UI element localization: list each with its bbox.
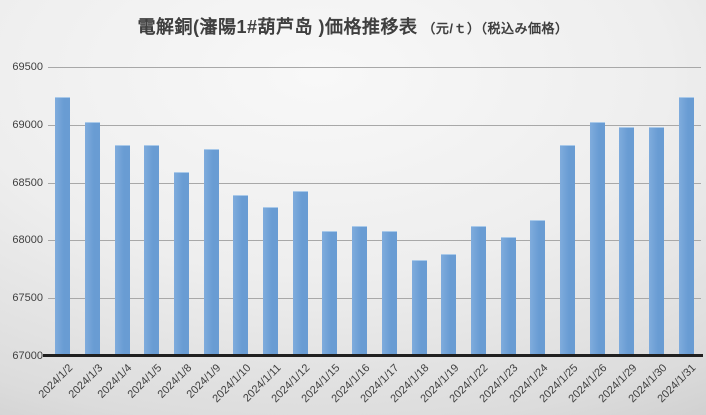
bar [85,121,101,356]
x-tick-label: 2024/1/5 [125,362,165,401]
x-tick-label: 2024/1/12 [269,362,313,406]
bar [411,260,427,356]
x-tick-label: 2024/1/24 [507,362,551,406]
bar [114,144,130,356]
x-axis-line [43,354,703,357]
x-tick-label: 2024/1/18 [388,362,432,406]
x-tick-label: 2024/1/17 [358,362,402,406]
x-tick-label: 2024/1/23 [477,362,521,406]
gridline [48,182,701,184]
bar [619,127,635,356]
bar [55,97,71,356]
y-tick-label: 67000 [12,350,43,362]
x-tick-label: 2024/1/16 [329,362,373,406]
bar [678,97,694,356]
bar [441,254,457,356]
bar [144,144,160,356]
x-tick-label: 2024/1/31 [655,362,699,406]
bar [263,207,279,356]
y-tick-label: 69000 [12,118,43,131]
x-tick-label: 2024/1/26 [566,362,610,406]
bar [559,144,575,356]
y-tick-label: 68500 [12,176,43,189]
chart-title-suffix: （元/ｔ）（税込み価格） [422,21,569,36]
bar [530,219,546,356]
gridline [48,67,701,68]
bar [203,149,219,356]
x-tick-label: 2024/1/4 [95,362,135,401]
bar [470,225,486,356]
bar [500,237,516,356]
bar [174,172,190,356]
x-tick-label: 2024/1/9 [184,362,224,401]
bar [352,225,368,356]
y-tick-label: 68000 [12,234,43,247]
x-tick-label: 2024/1/30 [625,362,669,406]
x-tick-label: 2024/1/25 [536,362,580,406]
chart-title: 電解銅(瀋陽1#葫芦岛 )価格推移表 （元/ｔ）（税込み価格） [0,13,706,39]
x-tick-label: 2024/1/11 [240,362,284,405]
y-tick-label: 67500 [12,292,43,305]
bar [381,231,397,356]
gridline [48,240,701,242]
x-tick-label: 2024/1/22 [447,362,491,406]
y-tick-label: 69500 [12,61,43,73]
bar [292,190,308,356]
x-tick-label: 2024/1/15 [299,362,343,406]
x-tick-label: 2024/1/19 [418,362,462,406]
bar [233,195,249,356]
gridline [48,124,701,126]
bar [589,121,605,356]
plot-area [43,67,703,357]
gridline [48,298,701,300]
x-tick-label: 2024/1/8 [155,362,195,401]
bar [648,127,664,356]
x-tick-label: 2024/1/10 [210,362,254,406]
x-tick-label: 2024/1/2 [36,362,76,401]
bar [322,231,338,356]
x-tick-label: 2024/1/29 [596,362,640,406]
x-tick-label: 2024/1/3 [66,362,106,401]
chart-title-main: 電解銅(瀋陽1#葫芦岛 )価格推移表 [137,17,418,37]
